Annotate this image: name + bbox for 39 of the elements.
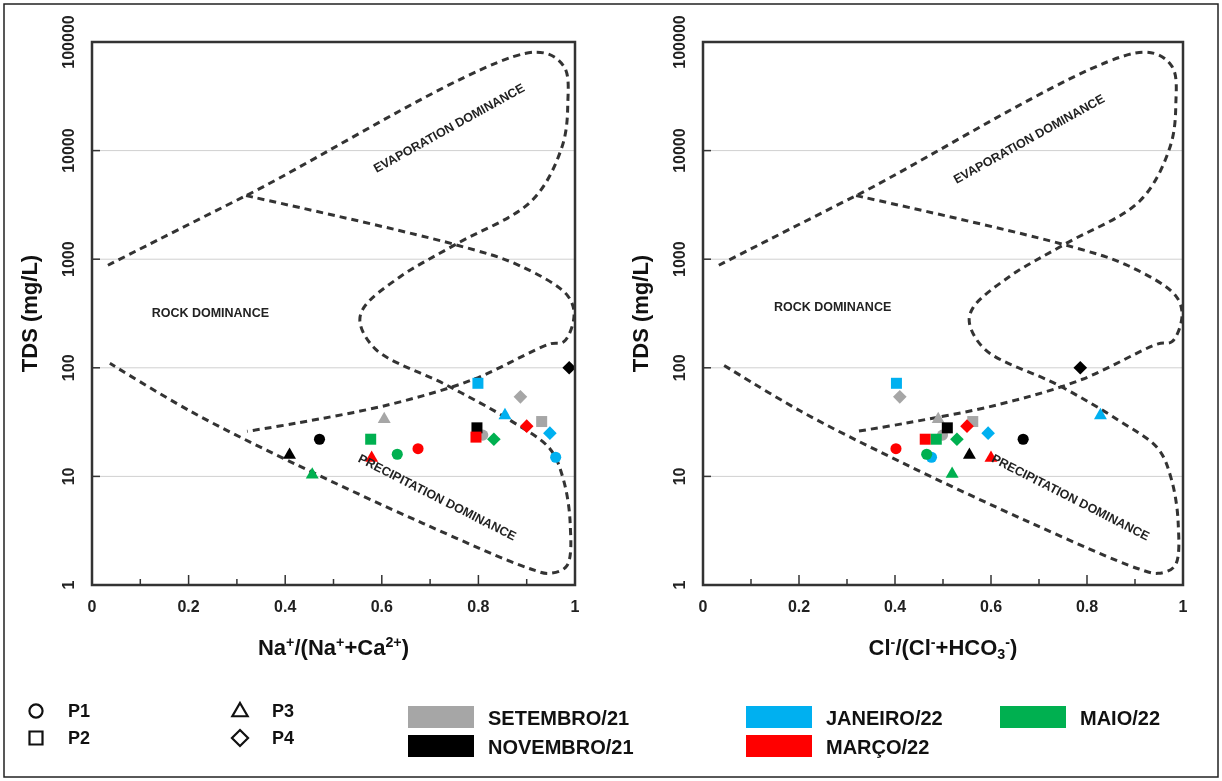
y-tick-label: 100000 — [60, 15, 77, 69]
legend-label: P2 — [68, 728, 91, 748]
y-tick-label: 10000 — [60, 128, 77, 173]
y-tick-label: 1000 — [60, 241, 77, 277]
legend-label: P3 — [272, 701, 295, 721]
y-tick-label: 10000 — [671, 128, 688, 173]
x-tick-label: 0.2 — [177, 598, 200, 615]
x-tick-label: 1 — [1178, 598, 1188, 615]
x-tick-label: 0.2 — [787, 598, 811, 615]
annotation: ROCK DOMINANCE — [773, 300, 892, 315]
y-tick-label: 100 — [60, 354, 77, 382]
y-tick-label: 100 — [671, 354, 688, 382]
x-tick-label: 0.6 — [370, 598, 394, 615]
x-tick-label: 0.8 — [1075, 598, 1099, 615]
y-tick-label: 1 — [671, 580, 688, 590]
annotation: ROCK DOMINANCE — [151, 305, 270, 320]
legend-label: P4 — [272, 728, 295, 748]
y-axis-title: TDS (mg/L) — [628, 254, 653, 373]
y-tick-label: 1000 — [671, 241, 688, 277]
y-axis-title: TDS (mg/L) — [17, 254, 42, 373]
legend-label: SETEMBRO/21 — [488, 707, 630, 729]
legend-label: MARÇO/22 — [826, 736, 930, 758]
x-tick-label: 0 — [698, 598, 708, 615]
y-tick-label: 100000 — [671, 15, 688, 69]
x-tick-label: 0.4 — [883, 598, 907, 615]
legend-label: MAIO/22 — [1080, 707, 1161, 729]
legend-label: NOVEMBRO/21 — [488, 736, 634, 758]
y-tick-label: 10 — [671, 467, 688, 486]
x-tick-label: 0.6 — [979, 598, 1003, 615]
x-tick-label: 0.4 — [274, 598, 297, 615]
x-axis-title: Na$^{+}$/(Na$^{+}$+Ca$^{2+}$) — [257, 634, 410, 660]
x-axis-title: Cl$^{-}$/(Cl$^{-}$+HCO$_{3}$$^{-}$) — [868, 634, 1018, 662]
x-tick-label: 1 — [570, 598, 580, 615]
y-tick-label: 1 — [60, 580, 77, 590]
y-tick-label: 10 — [60, 467, 77, 486]
legend-label: JANEIRO/22 — [826, 707, 943, 729]
x-tick-label: 0.8 — [467, 598, 490, 615]
legend-label: P1 — [68, 701, 91, 721]
x-tick-label: 0 — [87, 598, 97, 615]
